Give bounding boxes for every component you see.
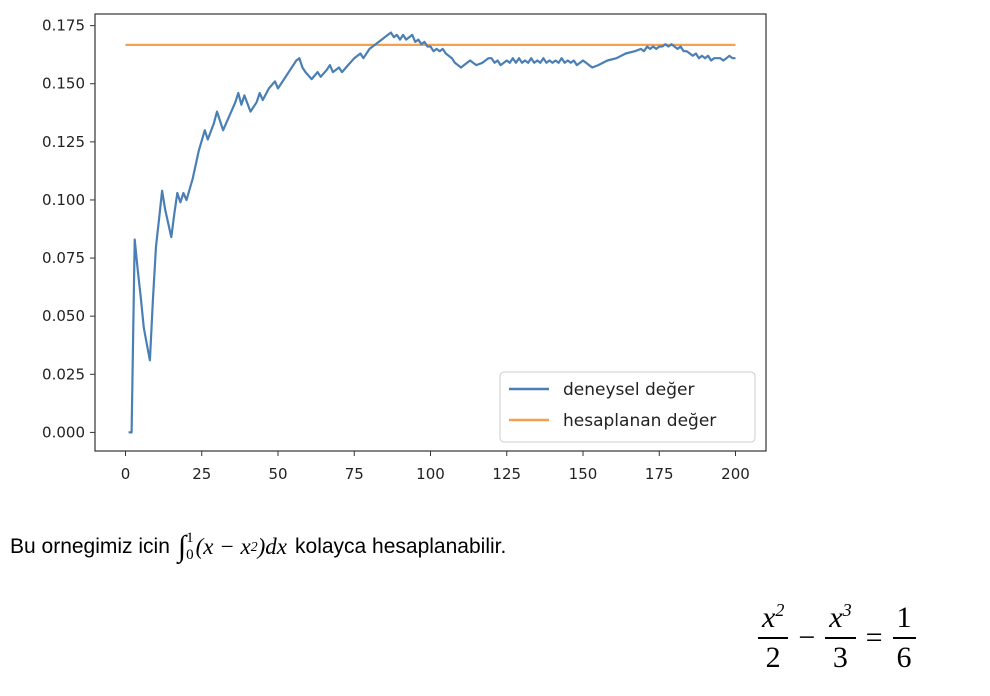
frac2-exponent: 3 bbox=[842, 600, 852, 620]
frac2-numerator: x bbox=[829, 601, 843, 634]
result-numerator: 1 bbox=[892, 601, 916, 639]
series-lines bbox=[125, 31, 736, 434]
integrand-exponent: 2 bbox=[250, 539, 258, 554]
legend: deneysel değer hesaplanan değer bbox=[499, 371, 756, 443]
y-axis-ticks: 0.000 0.025 0.050 0.075 0.100 0.125 0.150 0.175 bbox=[42, 17, 95, 441]
result-denominator: 6 bbox=[896, 640, 912, 674]
y-tick-label: 0.000 bbox=[42, 423, 85, 441]
integral-sign: ∫ bbox=[177, 530, 187, 563]
y-tick-label: 0.050 bbox=[42, 307, 85, 325]
result-formula: x2 2 − x3 3 = 1 6 bbox=[752, 600, 922, 675]
integrand-tail: )dx bbox=[257, 534, 288, 559]
series-line-deneysel bbox=[128, 31, 736, 434]
equals-sign: = bbox=[865, 620, 883, 654]
fraction-x2-over-2: x2 2 bbox=[758, 600, 789, 675]
x-tick-label: 125 bbox=[492, 465, 521, 483]
x-axis-ticks: 0 25 50 75 100 125 150 175 200 bbox=[121, 451, 750, 483]
x-tick-label: 175 bbox=[645, 465, 674, 483]
integral-expression: ∫ 1 0 (x − x 2)dx bbox=[178, 530, 287, 564]
integrand: (x − x bbox=[195, 534, 251, 559]
legend-label-hesaplanan: hesaplanan değer bbox=[563, 411, 716, 431]
explanation-text: Bu ornegimiz icin ∫ 1 0 (x − x 2)dx kolay… bbox=[10, 530, 506, 564]
line-chart: 0.000 0.025 0.050 0.075 0.100 0.125 0.150 0.175… bbox=[42, 13, 767, 483]
fraction-x3-over-3: x3 3 bbox=[825, 600, 856, 675]
x-tick-label: 75 bbox=[345, 465, 364, 483]
minus-sign: − bbox=[798, 620, 816, 654]
explanation-suffix: kolayca hesaplanabilir. bbox=[295, 535, 507, 558]
explanation-prefix: Bu ornegimiz icin bbox=[10, 535, 170, 558]
y-tick-label: 0.175 bbox=[42, 17, 85, 35]
fraction-1-over-6: 1 6 bbox=[892, 601, 916, 675]
integral-lower-limit: 0 bbox=[186, 547, 194, 563]
frac1-exponent: 2 bbox=[775, 600, 785, 620]
legend-box bbox=[499, 371, 756, 443]
legend-label-deneysel: deneysel değer bbox=[563, 380, 694, 400]
y-tick-label: 0.075 bbox=[42, 249, 85, 267]
x-tick-label: 200 bbox=[721, 465, 750, 483]
integral-limits: 1 0 bbox=[186, 530, 194, 564]
frac2-denominator: 3 bbox=[832, 641, 848, 674]
x-tick-label: 100 bbox=[416, 465, 445, 483]
x-tick-label: 0 bbox=[121, 465, 131, 483]
y-tick-label: 0.125 bbox=[42, 133, 85, 151]
frac1-numerator: x bbox=[762, 601, 776, 634]
frac1-denominator: 2 bbox=[765, 641, 781, 674]
integral-upper-limit: 1 bbox=[186, 530, 194, 546]
y-tick-label: 0.150 bbox=[42, 75, 85, 93]
x-tick-label: 50 bbox=[268, 465, 287, 483]
y-tick-label: 0.025 bbox=[42, 365, 85, 383]
x-tick-label: 150 bbox=[569, 465, 598, 483]
x-tick-label: 25 bbox=[192, 465, 211, 483]
y-tick-label: 0.100 bbox=[42, 191, 85, 209]
